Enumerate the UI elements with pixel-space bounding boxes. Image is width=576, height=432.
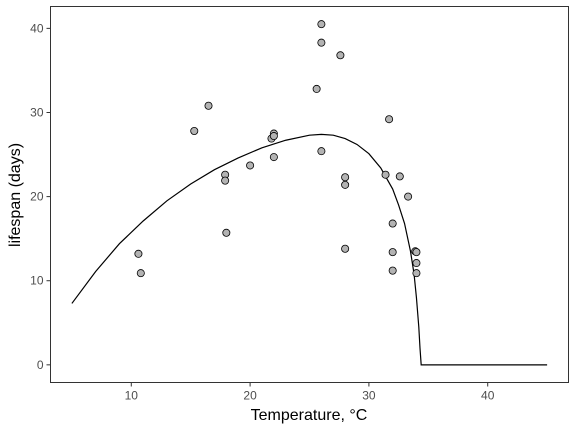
data-point: [388, 248, 397, 257]
data-point: [404, 192, 413, 201]
data-point: [190, 126, 199, 135]
data-point: [204, 101, 213, 110]
y-tick-label: 40: [30, 21, 44, 35]
data-point: [412, 248, 421, 257]
data-point: [388, 219, 397, 228]
data-point: [341, 180, 350, 189]
x-tick-label: 10: [125, 389, 139, 403]
x-tick-label: 30: [362, 389, 376, 403]
plot-panel: [50, 6, 569, 383]
data-point: [412, 269, 421, 278]
data-point: [317, 38, 326, 47]
data-point: [312, 84, 321, 93]
data-point: [134, 249, 143, 258]
data-point: [269, 153, 278, 162]
x-tick-label: 20: [243, 389, 257, 403]
data-point: [317, 147, 326, 156]
data-point: [246, 161, 255, 170]
data-point: [341, 173, 350, 182]
data-point: [385, 115, 394, 124]
y-tick-label: 10: [30, 274, 44, 288]
data-point: [336, 51, 345, 60]
data-point: [222, 228, 231, 237]
y-tick-label: 30: [30, 105, 44, 119]
data-point: [412, 259, 421, 268]
y-axis-title: lifespan (days): [7, 143, 24, 247]
data-point: [341, 244, 350, 253]
data-point: [388, 266, 397, 275]
y-tick-label: 20: [30, 190, 44, 204]
y-tick-label: 0: [37, 358, 44, 372]
data-point: [317, 20, 326, 29]
data-point: [269, 132, 278, 141]
fitted-curve: [71, 133, 548, 366]
data-points: [134, 20, 421, 278]
x-tick-label: 40: [481, 389, 495, 403]
x-axis: 10 20 30 40: [125, 382, 495, 403]
x-axis-title: Temperature, °C: [251, 407, 368, 424]
y-axis: 0 10 20 30 40: [30, 21, 51, 372]
data-point: [221, 176, 230, 185]
data-point: [381, 170, 390, 179]
data-point: [395, 172, 404, 181]
data-point: [136, 269, 145, 278]
